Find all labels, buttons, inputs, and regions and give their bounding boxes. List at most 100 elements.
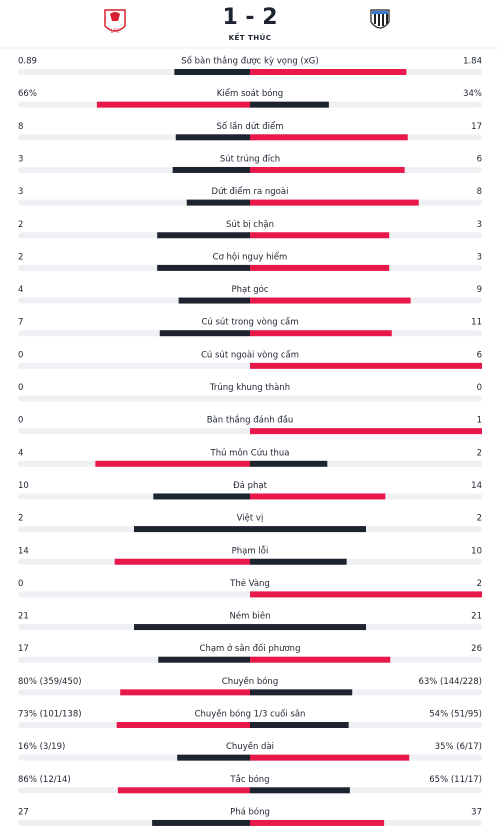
away-value: 63% (144/228) <box>418 677 482 687</box>
away-value: 35% (6/17) <box>435 742 482 752</box>
score: 1 - 2 <box>222 5 277 30</box>
away-bar <box>250 624 366 631</box>
home-value: 10 <box>18 481 29 491</box>
stat-label: Cú sút trong vòng cấm <box>201 317 298 328</box>
away-value: 2 <box>477 514 482 524</box>
away-bar <box>250 232 390 239</box>
away-value: 14 <box>471 481 482 491</box>
match-status: KẾT THÚC <box>229 32 272 42</box>
away-bar <box>250 689 353 696</box>
svg-text:LFC: LFC <box>110 29 120 35</box>
away-bar <box>250 656 391 663</box>
home-bar <box>172 166 250 173</box>
away-value: 6 <box>477 154 482 164</box>
home-bar <box>174 69 250 75</box>
away-value: 9 <box>477 285 482 295</box>
away-value: 65% (11/17) <box>429 775 482 785</box>
home-bar <box>134 624 250 631</box>
stat-label: Chạm ở sân đối phương <box>200 643 301 654</box>
home-value: 73% (101/138) <box>18 710 82 720</box>
away-value: 0 <box>477 383 482 393</box>
stat-label: Cơ hội nguy hiểm <box>213 251 288 262</box>
home-value: 0.89 <box>18 57 37 67</box>
home-bar <box>120 689 250 696</box>
home-bar <box>95 460 250 467</box>
stat-label: Sút bị chặn <box>226 220 274 230</box>
away-bar <box>250 558 347 565</box>
away-bar <box>250 754 410 761</box>
home-value: 2 <box>18 514 23 524</box>
away-value: 26 <box>471 644 482 654</box>
away-value: 6 <box>477 350 482 360</box>
away-value: 37 <box>471 807 482 817</box>
stat-label: Phạm lỗi <box>232 545 269 556</box>
home-bar <box>134 526 250 533</box>
home-bar <box>175 134 250 141</box>
home-bar <box>96 101 250 108</box>
away-bar <box>250 330 392 337</box>
stat-label: Sút trúng đích <box>220 154 280 164</box>
home-bar <box>157 264 250 271</box>
home-bar <box>116 722 251 728</box>
away-value: 2 <box>477 579 482 589</box>
stat-label: Việt vị <box>237 513 264 524</box>
stat-label: Đá phạt <box>233 481 267 491</box>
home-bar <box>158 656 250 663</box>
home-value: 3 <box>18 187 23 197</box>
home-bar <box>157 232 250 239</box>
stat-label: Cú sút ngoài vòng cấm <box>201 349 299 360</box>
away-bar <box>250 297 411 304</box>
away-bar <box>250 166 405 173</box>
home-value: 14 <box>18 546 29 556</box>
home-bar <box>186 199 250 206</box>
home-value: 2 <box>18 220 23 230</box>
home-value: 3 <box>18 154 23 164</box>
stat-label: Phạt góc <box>231 284 268 295</box>
stat-label: Bàn thắng đánh đầu <box>207 415 294 426</box>
away-value: 1.84 <box>463 57 482 67</box>
home-crest: LFC <box>104 9 126 35</box>
home-value: 0 <box>18 579 23 589</box>
away-bar <box>250 69 407 75</box>
stat-label: Tắc bóng <box>229 774 269 785</box>
away-bar <box>250 526 366 533</box>
home-value: 0 <box>18 416 23 426</box>
away-bar <box>250 101 329 108</box>
stat-label: Chuyền bóng <box>222 676 278 687</box>
home-bar <box>178 297 250 304</box>
away-value: 54% (51/95) <box>429 710 482 720</box>
away-bar <box>250 722 349 728</box>
away-bar <box>250 787 350 794</box>
home-value: 2 <box>18 252 23 262</box>
home-value: 86% (12/14) <box>18 775 71 785</box>
stat-label: Chuyền bóng 1/3 cuối sân <box>195 709 306 720</box>
stat-label: Số lần dứt điểm <box>216 121 283 132</box>
home-value: 7 <box>18 318 23 328</box>
stat-label: Thủ môn Cứu thua <box>210 447 290 458</box>
away-value: 1 <box>477 416 482 426</box>
home-bar <box>159 330 250 337</box>
home-value: 4 <box>18 448 23 458</box>
home-value: 8 <box>18 122 23 132</box>
away-bar <box>250 460 328 467</box>
away-value: 34% <box>463 89 482 99</box>
away-bar <box>250 134 408 141</box>
away-value: 2 <box>477 448 482 458</box>
away-bar <box>250 591 482 598</box>
home-bar <box>114 558 251 565</box>
away-bar <box>250 264 390 271</box>
home-value: 4 <box>18 285 23 295</box>
away-value: 10 <box>471 546 482 556</box>
bar-track <box>18 395 482 402</box>
home-value: 27 <box>18 807 29 817</box>
home-bar <box>153 493 250 500</box>
home-value: 0 <box>18 350 23 360</box>
home-bar <box>177 754 250 761</box>
away-value: 3 <box>477 252 482 262</box>
away-value: 21 <box>471 612 482 622</box>
home-value: 66% <box>18 89 37 99</box>
stat-label: Số bàn thắng được kỳ vọng (xG) <box>181 56 318 67</box>
stat-label: Thẻ Vàng <box>229 578 270 589</box>
away-value: 3 <box>477 220 482 230</box>
